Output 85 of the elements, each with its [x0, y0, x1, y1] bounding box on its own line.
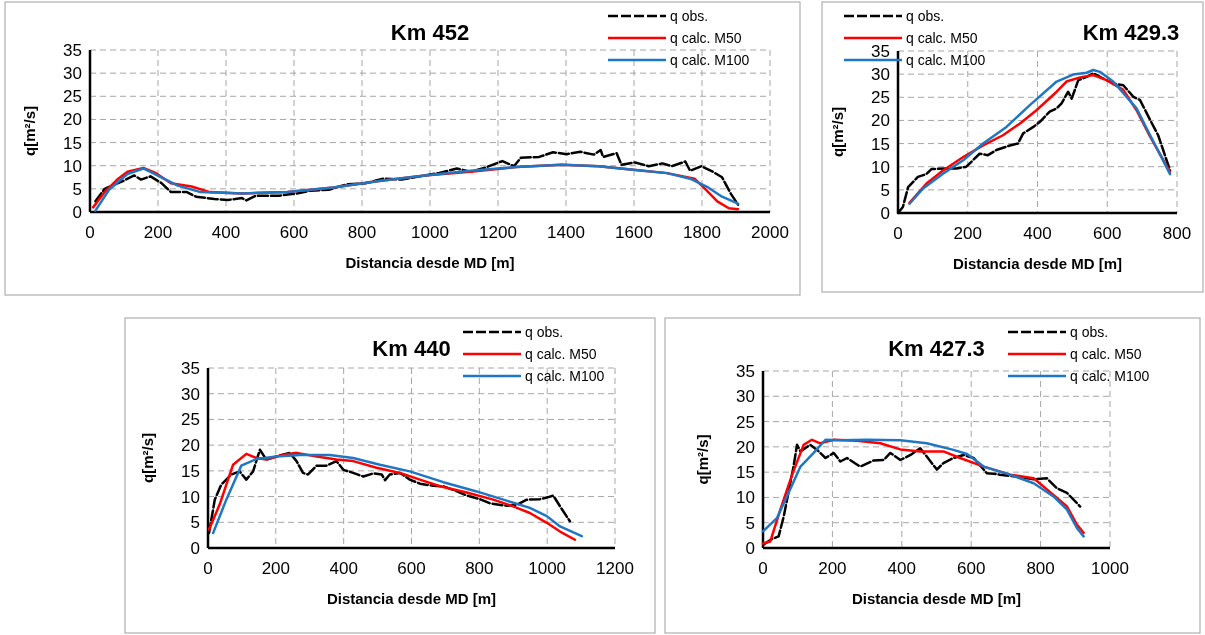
x-tick-label: 1200: [479, 223, 517, 242]
chart-title: Km 429.3: [1082, 20, 1180, 45]
x-tick-label: 1600: [615, 223, 653, 242]
y-tick-label: 15: [871, 134, 890, 154]
y-axis-title: q[m²/s]: [694, 434, 711, 485]
x-tick-label: 0: [203, 559, 213, 578]
x-tick-label: 1000: [528, 559, 567, 578]
legend-label: q obs.: [906, 8, 945, 24]
y-tick-label: 30: [63, 64, 82, 84]
y-tick-label: 30: [871, 65, 890, 85]
y-tick-label: 20: [63, 110, 82, 130]
x-tick-label: 200: [261, 559, 291, 578]
y-tick-label: 5: [72, 179, 82, 199]
y-tick-label: 5: [880, 180, 890, 200]
chart-title: Km 427.3: [888, 336, 985, 361]
x-tick-label: 1400: [547, 223, 585, 242]
x-tick-label: 400: [1023, 224, 1052, 243]
y-tick-label: 20: [181, 436, 200, 456]
x-tick-label: 600: [279, 223, 309, 242]
x-tick-label: 400: [211, 223, 241, 242]
x-tick-label: 800: [1026, 559, 1055, 578]
y-tick-label: 10: [736, 488, 755, 508]
x-tick-label: 0: [893, 224, 903, 243]
x-axis-title: Distancia desde MD [m]: [952, 255, 1123, 272]
y-tick-label: 0: [745, 539, 755, 558]
x-tick-label: 200: [818, 559, 847, 578]
y-tick-label: 25: [871, 88, 890, 108]
y-tick-label: 35: [181, 359, 200, 378]
y-tick-label: 10: [181, 487, 200, 507]
y-tick-label: 25: [63, 87, 82, 107]
x-axis-title: Distancia desde MD [m]: [851, 590, 1022, 607]
chart-title: Km 452: [390, 20, 470, 45]
legend-label: q calc. M100: [906, 52, 986, 68]
x-axis-title: Distancia desde MD [m]: [345, 254, 515, 271]
y-tick-label: 15: [736, 463, 755, 483]
x-tick-label: 600: [1093, 224, 1122, 243]
legend-label: q calc. M100: [1070, 368, 1150, 384]
x-axis-title: Distancia desde MD [m]: [326, 590, 497, 607]
x-tick-label: 200: [143, 223, 173, 242]
y-tick-label: 15: [63, 133, 82, 153]
y-tick-label: 5: [745, 513, 755, 533]
x-tick-label: 600: [957, 559, 986, 578]
x-tick-label: 800: [1162, 224, 1192, 243]
y-tick-label: 0: [72, 203, 82, 222]
y-tick-label: 35: [63, 41, 82, 60]
y-tick-label: 25: [736, 412, 755, 432]
legend-label: q calc. M50: [670, 30, 742, 46]
y-axis-title: q[m²/s]: [829, 107, 846, 157]
y-tick-label: 0: [880, 204, 890, 223]
x-tick-label: 800: [465, 559, 494, 578]
legend-label: q calc. M50: [525, 346, 597, 362]
y-tick-label: 35: [736, 362, 755, 381]
x-tick-label: 200: [953, 224, 982, 243]
y-tick-label: 15: [181, 461, 200, 481]
legend-label: q calc. M100: [670, 52, 750, 68]
y-tick-label: 35: [871, 42, 890, 61]
chart-title: Km 440: [372, 336, 451, 361]
x-tick-label: 0: [758, 559, 768, 578]
x-tick-label: 800: [347, 223, 377, 242]
y-tick-label: 30: [181, 384, 200, 404]
legend-label: q calc. M50: [1070, 346, 1142, 362]
legend-label: q obs.: [1070, 324, 1109, 340]
y-tick-label: 10: [63, 156, 82, 176]
y-tick-label: 30: [736, 387, 755, 407]
x-tick-label: 0: [85, 223, 95, 242]
legend-label: q calc. M100: [525, 368, 605, 384]
y-tick-label: 0: [190, 539, 200, 558]
x-tick-label: 1200: [596, 559, 634, 578]
y-tick-label: 10: [871, 157, 890, 177]
x-tick-label: 1000: [411, 223, 449, 242]
x-tick-label: 1000: [1091, 559, 1129, 578]
y-tick-label: 20: [871, 111, 890, 131]
y-axis-title: q[m²/s]: [139, 433, 156, 483]
y-tick-label: 5: [190, 513, 200, 533]
legend-label: q calc. M50: [906, 30, 978, 46]
x-tick-label: 600: [397, 559, 426, 578]
x-tick-label: 400: [329, 559, 358, 578]
legend-label: q obs.: [670, 8, 709, 24]
y-tick-label: 20: [736, 437, 755, 457]
x-tick-label: 400: [887, 559, 916, 578]
y-axis-title: q[m²/s]: [21, 106, 38, 156]
x-tick-label: 2000: [751, 223, 789, 242]
y-tick-label: 25: [181, 410, 200, 430]
x-tick-label: 1800: [683, 223, 721, 242]
legend-label: q obs.: [525, 324, 564, 340]
